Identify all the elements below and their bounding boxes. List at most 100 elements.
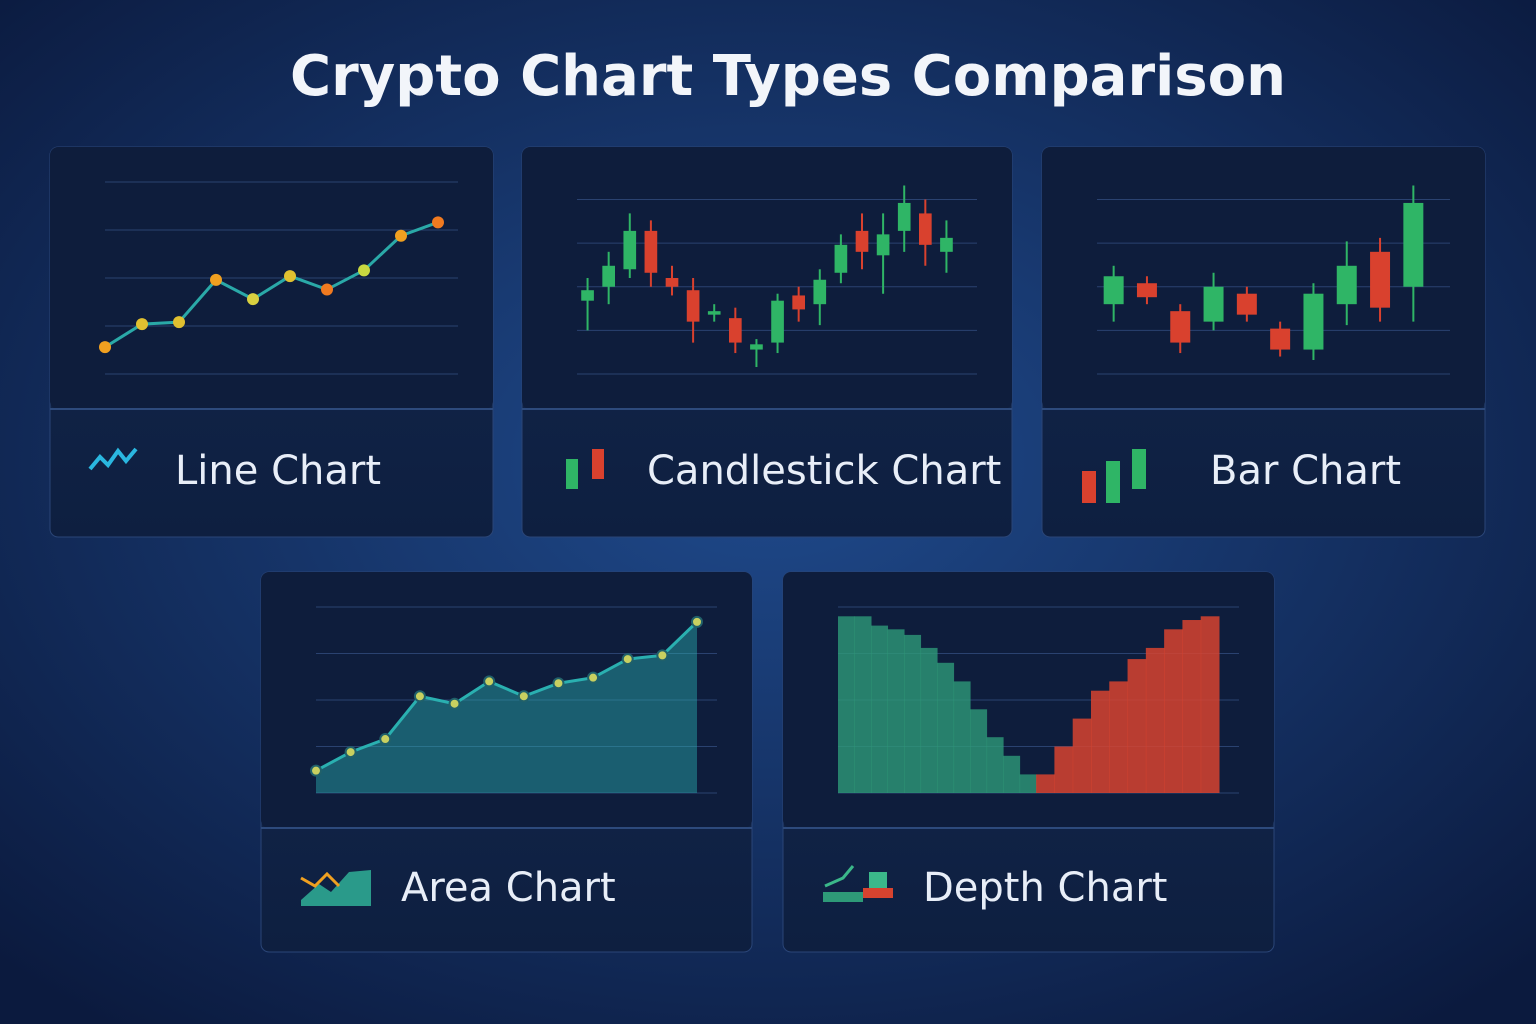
- bid-step: [970, 709, 988, 793]
- card: Bar Chart: [1041, 146, 1486, 538]
- ask-step: [1200, 616, 1220, 793]
- bid-step: [937, 662, 955, 793]
- candle-body: [1203, 286, 1224, 322]
- point: [210, 273, 222, 286]
- point: [656, 649, 669, 662]
- icon: [823, 892, 863, 902]
- point: [99, 341, 111, 354]
- ask-step: [1182, 620, 1202, 793]
- point: [483, 675, 496, 688]
- bid-step: [854, 616, 872, 793]
- icon: [1082, 471, 1096, 503]
- card: Area Chart: [260, 571, 753, 953]
- point: [552, 677, 565, 690]
- point: [136, 318, 148, 331]
- candle-body: [686, 290, 700, 322]
- icon: [592, 449, 604, 479]
- ask-step: [1145, 647, 1165, 793]
- ask-step: [1127, 659, 1147, 793]
- card-label: Area Chart: [401, 865, 616, 911]
- icon: [824, 865, 855, 888]
- line: [104, 220, 439, 349]
- card: Depth Chart: [782, 571, 1275, 953]
- point: [621, 653, 634, 666]
- ask-step: [1072, 718, 1092, 793]
- ask-step: [1036, 774, 1055, 793]
- icon: [88, 447, 138, 471]
- point: [247, 293, 259, 306]
- card: Line Chart: [49, 146, 494, 538]
- candle-body: [1103, 276, 1124, 305]
- icon: [869, 872, 887, 888]
- point: [432, 216, 444, 229]
- bid-step: [920, 647, 938, 793]
- bid-step: [904, 634, 922, 793]
- chart-icon: [88, 447, 138, 471]
- card: Candlestick Chart: [521, 146, 1013, 538]
- bid-step: [1019, 774, 1037, 793]
- point: [358, 264, 370, 277]
- point: [413, 690, 426, 703]
- point: [310, 764, 322, 777]
- candle-body: [602, 265, 615, 287]
- card-label: Depth Chart: [923, 865, 1167, 911]
- ask-step: [1090, 690, 1110, 793]
- card-label: Candlestick Chart: [647, 448, 1001, 494]
- bid-step: [986, 737, 1004, 793]
- point: [448, 697, 461, 710]
- candle-body: [729, 318, 742, 343]
- chart-icon: [566, 449, 604, 489]
- icon: [301, 870, 371, 906]
- point: [321, 283, 333, 296]
- candle-body: [876, 234, 890, 256]
- point: [379, 733, 392, 746]
- candle-body: [1270, 328, 1291, 350]
- bid-step: [887, 629, 905, 793]
- ask-step: [1109, 681, 1129, 793]
- candle-body: [644, 230, 658, 273]
- candle-body: [1370, 251, 1391, 308]
- point: [284, 270, 296, 283]
- ask-step: [1054, 746, 1074, 793]
- candle-body: [1170, 311, 1191, 343]
- icon: [300, 871, 341, 888]
- bid-step: [838, 616, 856, 793]
- chart-icon: [1082, 449, 1146, 503]
- icon: [863, 888, 893, 898]
- page-title: Crypto Chart Types Comparison: [290, 44, 1286, 109]
- chart-area: [522, 147, 1012, 409]
- candle-body: [1403, 202, 1424, 287]
- point: [344, 746, 357, 759]
- candle-body: [792, 295, 805, 310]
- icon: [566, 459, 578, 489]
- point: [517, 690, 530, 703]
- bid-step: [1003, 755, 1021, 793]
- chart-icon: [823, 865, 893, 902]
- icon: [1106, 461, 1120, 503]
- candle-body: [581, 290, 594, 301]
- candle-body: [750, 344, 763, 350]
- candle-body: [1236, 293, 1257, 315]
- point: [173, 316, 185, 329]
- bid-step: [871, 625, 889, 793]
- candle-body: [834, 244, 848, 273]
- ask-step: [1164, 629, 1183, 793]
- candle-body: [813, 279, 827, 305]
- area: [316, 621, 697, 793]
- candle-body: [771, 300, 784, 343]
- candle-body: [919, 213, 932, 245]
- candle-body: [1303, 293, 1324, 350]
- candle-body: [897, 202, 911, 231]
- point: [691, 615, 703, 628]
- candle-body: [940, 237, 953, 252]
- card-label: Line Chart: [175, 448, 381, 494]
- candle-body: [855, 230, 869, 252]
- icon: [1132, 449, 1146, 489]
- candle-body: [623, 230, 637, 270]
- candle-body: [1336, 265, 1357, 305]
- point: [395, 229, 407, 242]
- candle-body: [707, 311, 721, 315]
- chart-area: [1042, 147, 1485, 409]
- bid-step: [953, 681, 971, 793]
